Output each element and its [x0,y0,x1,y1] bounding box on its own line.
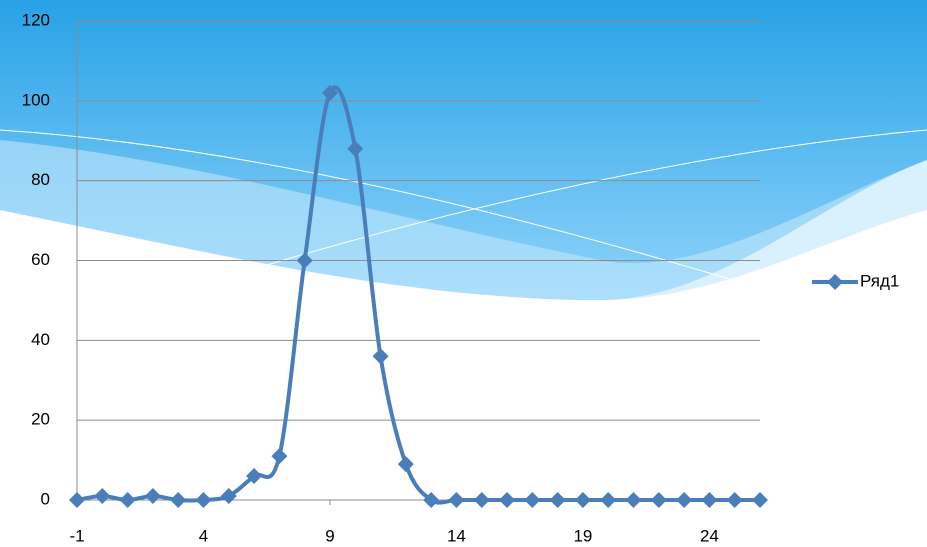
x-tick-label: 4 [199,526,208,545]
y-tick-label: 40 [31,330,50,349]
y-tick-label: 80 [31,170,50,189]
x-tick-label: -1 [69,526,84,545]
x-tick-label: 24 [700,526,719,545]
legend-label: Ряд1 [860,271,899,290]
y-tick-label: 120 [22,10,50,29]
x-tick-label: 9 [325,526,334,545]
y-tick-label: 0 [41,489,50,508]
y-tick-label: 60 [31,250,50,269]
x-tick-label: 14 [447,526,466,545]
y-tick-label: 100 [22,90,50,109]
chart: 0 20 40 60 80 100 120 -1 4 9 14 19 24 Ряд1 [0,0,927,547]
y-tick-label: 20 [31,410,50,429]
x-tick-label: 19 [573,526,592,545]
